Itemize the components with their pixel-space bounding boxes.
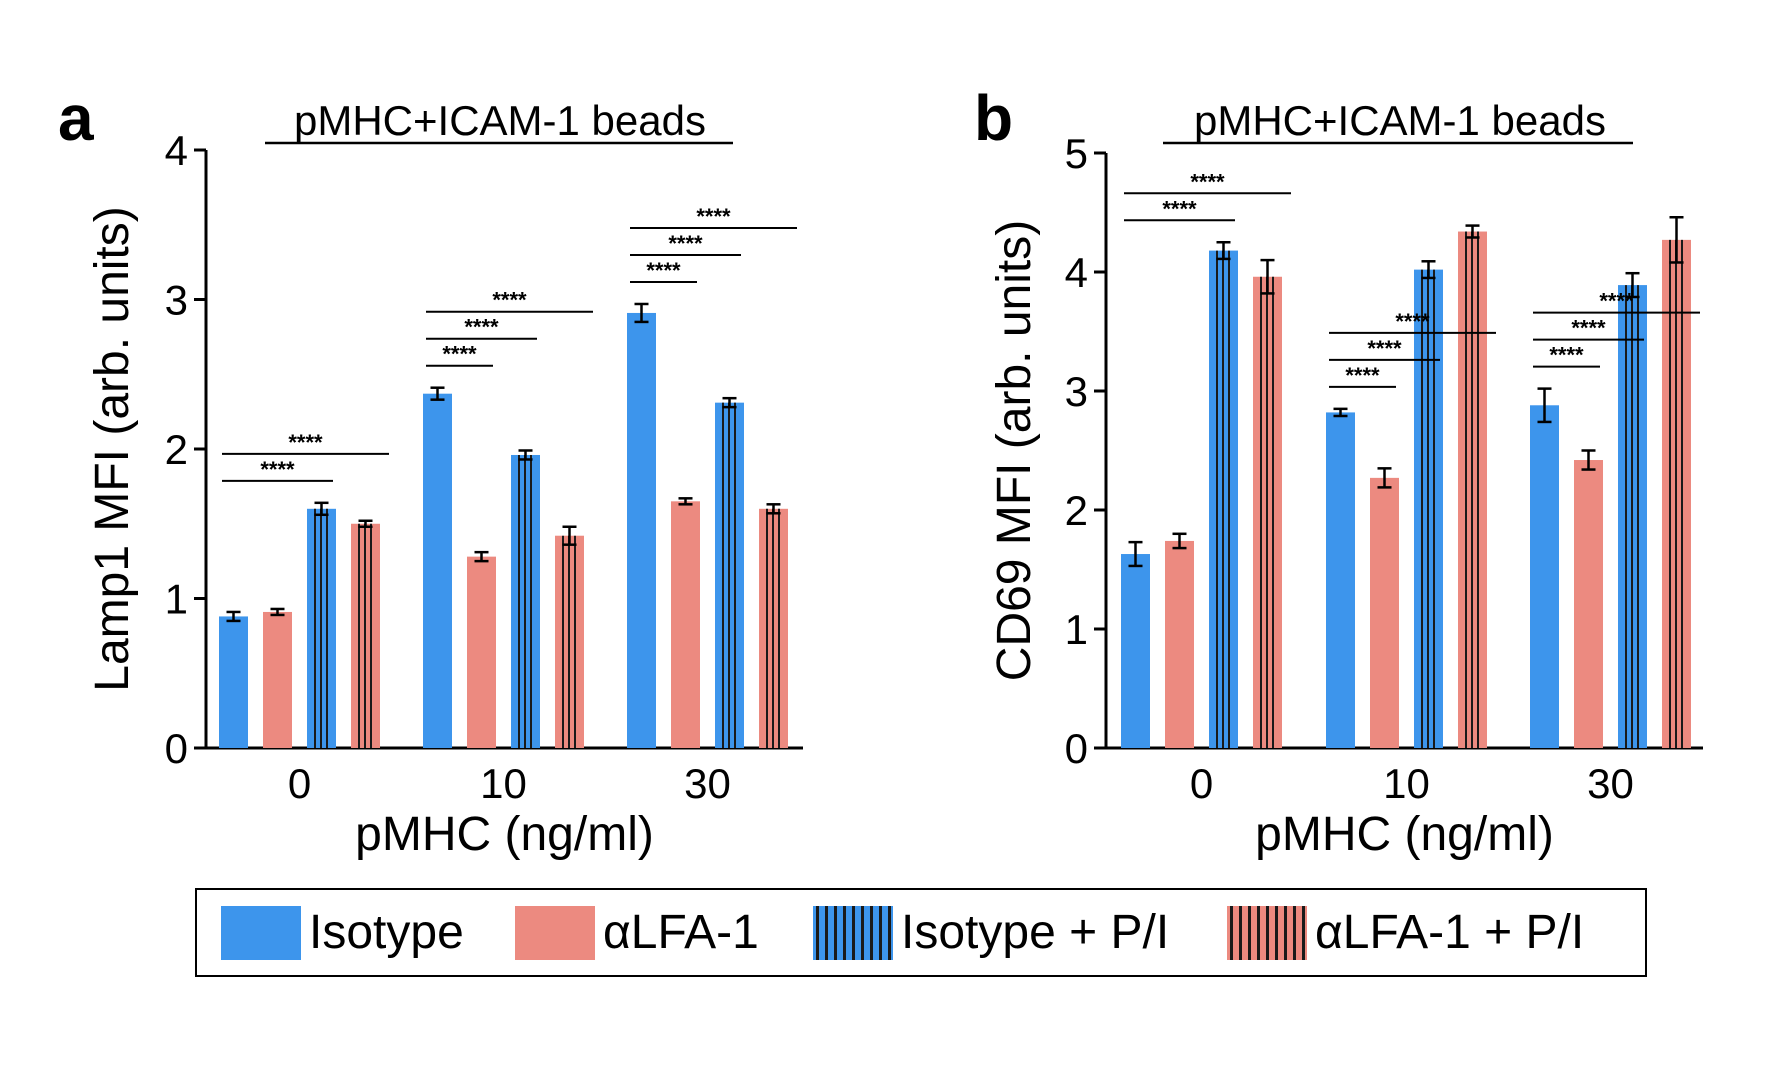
panel-b-bar-s1-c10 — [1370, 477, 1399, 748]
legend-swatch-isotype — [221, 905, 301, 960]
panel-b-sig-label-c10-0: **** — [1345, 363, 1380, 388]
panel-b-y-tick-label-0: 0 — [1065, 725, 1088, 772]
panel-a-bar-s1-c10 — [467, 556, 496, 748]
legend-label-alfa1: αLFA-1 — [603, 906, 759, 959]
panel-b-bar-s0-c10 — [1326, 412, 1355, 748]
panel-b-y-tick-label-4: 4 — [1065, 249, 1088, 296]
legend-label-alfa1-pi: αLFA-1 + P/I — [1315, 906, 1585, 959]
panel-a-bar-s1-c30 — [671, 501, 700, 748]
panel-a-sig-label-c10-0: **** — [442, 342, 477, 367]
panel-a-sig-label-c0-1: **** — [288, 430, 323, 455]
panel-b-chart: b pMHC+ICAM-1 beads 0 1 2 3 4 5 CD69 MFI (arb. u… — [974, 82, 1703, 861]
panel-a-title: pMHC+ICAM-1 beads — [294, 97, 706, 144]
panel-b-y-tick-label-2: 2 — [1065, 487, 1088, 534]
legend-label-isotype-pi: Isotype + P/I — [901, 906, 1170, 959]
panel-a-letter: a — [58, 82, 94, 154]
panel-b-y-tick-label-5: 5 — [1065, 130, 1088, 177]
panel-b-sig-label-c30-2: **** — [1599, 289, 1634, 314]
legend-swatch-alfa1 — [515, 905, 595, 960]
legend-item-alfa1: αLFA-1 — [515, 890, 759, 975]
legend-item-isotype: Isotype — [221, 890, 464, 975]
panel-a-sig-label-c0-0: **** — [260, 457, 295, 482]
panel-b-y-label: CD69 MFI (arb. units) — [988, 220, 1041, 681]
panel-b-bar-s1-c30 — [1574, 460, 1603, 748]
panel-b-sig-label-c0-1: **** — [1190, 169, 1225, 194]
panel-a-sig-label-c30-2: **** — [696, 204, 731, 229]
panel-a-sig-label-c10-1: **** — [464, 315, 499, 340]
panel-a-x-tick-label-0: 0 — [288, 760, 311, 807]
panel-b-x-tick-label-10: 10 — [1383, 760, 1430, 807]
panel-a-bar-s0-c30 — [627, 312, 656, 748]
panel-a-x-label: pMHC (ng/ml) — [355, 808, 654, 861]
legend-label-isotype: Isotype — [309, 906, 464, 959]
panel-a-bar-s0-c0 — [219, 616, 248, 748]
panel-b-x-tick-label-30: 30 — [1587, 760, 1634, 807]
legend-item-isotype-pi: Isotype + P/I — [813, 890, 1169, 975]
panel-b-y-tick-label-3: 3 — [1065, 368, 1088, 415]
panel-a-y-tick-label-3: 3 — [165, 277, 188, 324]
legend-swatch-alfa1-pi — [1227, 905, 1307, 960]
legend: Isotype αLFA-1 Isotype + P/I αLFA-1 + P/… — [195, 888, 1647, 977]
panel-a-x-tick-label-30: 30 — [684, 760, 731, 807]
panel-b-sig-label-c30-1: **** — [1571, 316, 1606, 341]
panel-a-y-tick-label-1: 1 — [165, 576, 188, 623]
panel-b-sig-label-c0-0: **** — [1162, 196, 1197, 221]
panel-a-bar-s1-c0 — [263, 611, 292, 748]
panel-b-x-label: pMHC (ng/ml) — [1255, 808, 1554, 861]
panel-b-bar-s0-c30 — [1530, 405, 1559, 748]
panel-b-letter: b — [974, 82, 1013, 154]
panel-a-y-tick-label-4: 4 — [165, 127, 188, 174]
panel-a-y-label: Lamp1 MFI (arb. units) — [86, 206, 139, 691]
panel-a-y-tick-label-2: 2 — [165, 426, 188, 473]
panel-a-x-tick-label-10: 10 — [480, 760, 527, 807]
legend-swatch-isotype-pi — [813, 905, 893, 960]
panel-b-bar-s1-c0 — [1165, 540, 1194, 748]
panel-a-sig-label-c30-0: **** — [646, 258, 681, 283]
panel-b-bar-s0-c0 — [1121, 554, 1150, 748]
panel-a-y-tick-label-0: 0 — [165, 725, 188, 772]
legend-item-alfa1-pi: αLFA-1 + P/I — [1227, 890, 1584, 975]
panel-b-y-tick-label-1: 1 — [1065, 606, 1088, 653]
panel-a-bar-s0-c10 — [423, 393, 452, 748]
panel-b-sig-label-c10-1: **** — [1367, 336, 1402, 361]
panel-a-chart: a pMHC+ICAM-1 beads 0 1 2 3 4 Lamp1 MFI (arb. u… — [58, 82, 803, 861]
panel-b-sig-label-c10-2: **** — [1395, 309, 1430, 334]
panel-b-x-tick-label-0: 0 — [1190, 760, 1213, 807]
panel-a-sig-label-c30-1: **** — [668, 231, 703, 256]
panel-b-sig-label-c30-0: **** — [1549, 343, 1584, 368]
panel-b-title: pMHC+ICAM-1 beads — [1194, 97, 1606, 144]
panel-a-sig-label-c10-2: **** — [492, 288, 527, 313]
